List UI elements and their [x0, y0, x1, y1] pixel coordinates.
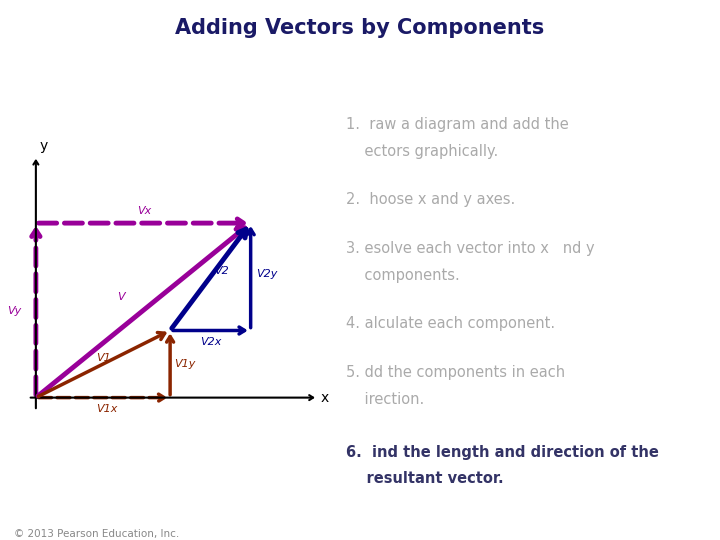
Text: 3. esolve each vector into x   nd y: 3. esolve each vector into x nd y	[346, 241, 595, 256]
Text: components.: components.	[346, 267, 459, 282]
Text: V1x: V1x	[96, 404, 117, 414]
Text: Adding Vectors by Components: Adding Vectors by Components	[176, 18, 544, 38]
Text: Vx: Vx	[137, 206, 151, 215]
Text: resultant vector.: resultant vector.	[346, 471, 503, 486]
Text: V1: V1	[96, 353, 111, 363]
Text: 1.  raw a diagram and add the: 1. raw a diagram and add the	[346, 117, 569, 132]
Text: 4. alculate each component.: 4. alculate each component.	[346, 316, 555, 331]
Text: ectors graphically.: ectors graphically.	[346, 144, 498, 159]
Text: © 2013 Pearson Education, Inc.: © 2013 Pearson Education, Inc.	[14, 529, 180, 539]
Text: 2.  hoose x and y axes.: 2. hoose x and y axes.	[346, 192, 515, 207]
Text: V: V	[117, 292, 125, 302]
Text: V2x: V2x	[199, 338, 221, 347]
Text: 6.  ind the length and direction of the: 6. ind the length and direction of the	[346, 444, 659, 460]
Text: 5. dd the components in each: 5. dd the components in each	[346, 365, 565, 380]
Text: Vy: Vy	[7, 306, 21, 316]
Text: V1y: V1y	[174, 360, 196, 369]
Text: V2: V2	[215, 266, 229, 276]
Text: V2y: V2y	[256, 269, 277, 279]
Text: irection.: irection.	[346, 392, 424, 407]
Text: x: x	[320, 390, 329, 404]
Text: y: y	[40, 139, 48, 153]
